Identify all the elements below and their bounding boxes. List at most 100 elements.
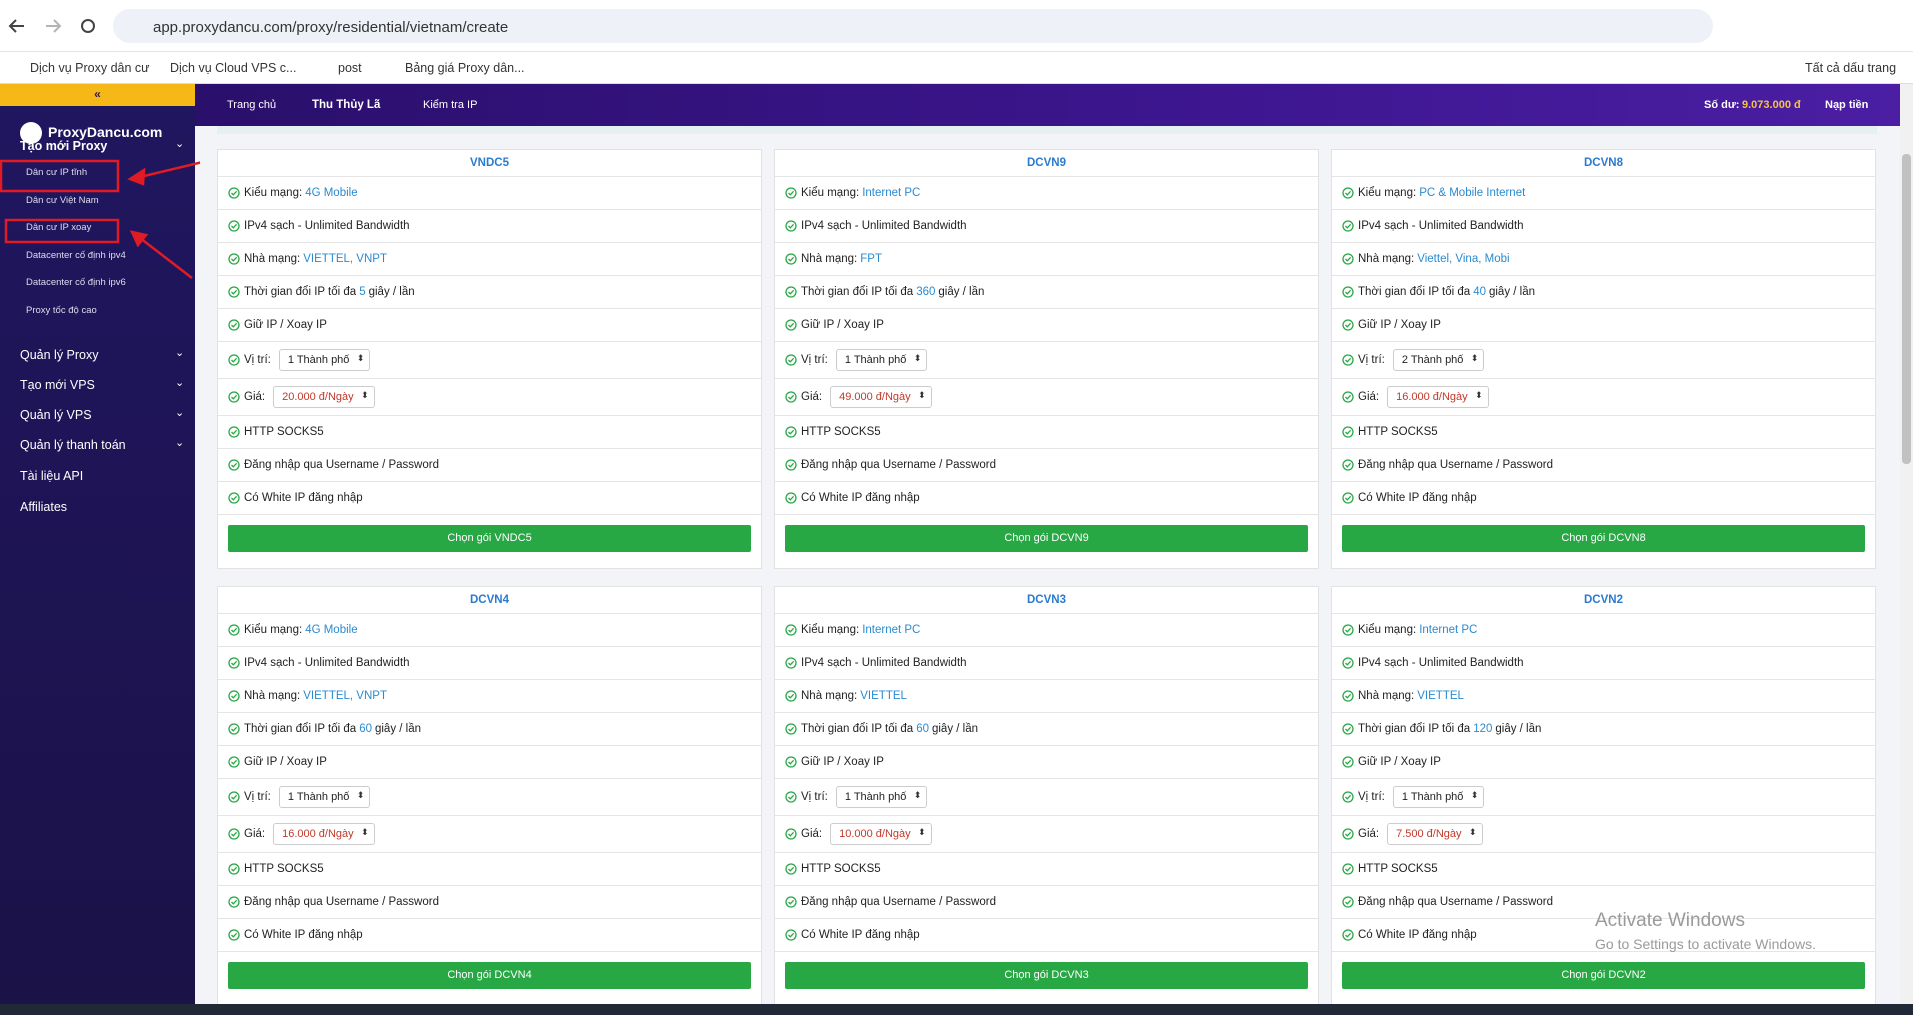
select[interactable]: 10.000 đ/Ngày <box>830 823 932 845</box>
feature-row: Giữ IP / Xoay IP <box>775 746 1318 779</box>
feature-row: IPv4 sạch - Unlimited Bandwidth <box>775 210 1318 243</box>
select[interactable]: 1 Thành phố <box>278 786 371 808</box>
check-icon <box>228 863 240 875</box>
check-icon <box>785 624 797 636</box>
topup[interactable]: Nạp tiền <box>1825 99 1869 111</box>
select[interactable]: 2 Thành phố <box>1392 349 1485 371</box>
select[interactable]: 1 Thành phố <box>278 349 371 371</box>
feature-text: HTTP SOCKS5 <box>801 863 881 875</box>
feature-text: Đăng nhập qua Username / Password <box>244 459 439 471</box>
plan-title: DCVN3 <box>775 587 1318 614</box>
menu-item[interactable]: Affiliates <box>20 500 68 514</box>
value: PC & Mobile Internet <box>1419 187 1526 199</box>
check-icon <box>785 319 797 331</box>
check-icon <box>228 426 240 438</box>
submenu-item[interactable]: Proxy tốc độ cao <box>26 304 97 316</box>
select-plan-button[interactable]: Chọn gói VNDC5 <box>228 525 751 552</box>
check-icon <box>1342 863 1354 875</box>
label: Kiểu mạng: <box>1358 624 1417 636</box>
bookmark[interactable]: Bảng giá Proxy dân... <box>405 61 525 75</box>
label: Giá: <box>1358 391 1380 403</box>
menu-item[interactable]: Tài liệu API <box>20 469 84 483</box>
feature-row: HTTP SOCKS5 <box>775 853 1318 886</box>
select[interactable]: 16.000 đ/Ngày <box>1387 386 1489 408</box>
submenu-item[interactable]: Dân cư Việt Nam <box>26 194 99 206</box>
select[interactable]: 1 Thành phố <box>835 349 928 371</box>
chevron: ⌄ <box>175 407 185 419</box>
feature-text: Có White IP đăng nhập <box>244 492 363 504</box>
seconds: 5 <box>359 286 366 298</box>
select-plan-button[interactable]: Chọn gói DCVN8 <box>1342 525 1865 552</box>
feature-text: HTTP SOCKS5 <box>244 426 324 438</box>
nav-user[interactable]: Thu Thủy Lã <box>312 99 381 111</box>
select-plan-button[interactable]: Chọn gói DCVN2 <box>1342 962 1865 989</box>
check-icon <box>1342 690 1354 702</box>
select[interactable]: 1 Thành phố <box>1392 786 1485 808</box>
check-icon <box>785 286 797 298</box>
submenu-item[interactable]: Datacenter cố định ipv6 <box>26 277 126 288</box>
menu-item[interactable]: Tạo mới VPS <box>20 378 95 392</box>
menu-item[interactable]: Quản lý thanh toán <box>20 438 126 452</box>
feature-text: Có White IP đăng nhập <box>801 492 920 504</box>
select[interactable]: 16.000 đ/Ngày <box>273 823 375 845</box>
check-icon <box>1342 896 1354 908</box>
address-bar[interactable]: app.proxydancu.com/proxy/residential/vie… <box>113 9 1713 43</box>
annotations <box>0 159 200 279</box>
select[interactable]: 20.000 đ/Ngày <box>273 386 375 408</box>
plan-card: VNDC5 Kiểu mạng: 4G Mobile IPv4 sạch - Unli… <box>217 149 762 569</box>
value: VIETTEL <box>1417 690 1464 702</box>
check-icon <box>785 756 797 768</box>
check-icon <box>228 391 240 403</box>
feature-row: Thời gian đổi IP tối đa 40 giây / lần <box>1332 276 1875 309</box>
label: Nhà mạng: <box>244 690 301 702</box>
feature-text: IPv4 sạch - Unlimited Bandwidth <box>244 657 410 669</box>
feature-text: IPv4 sạch - Unlimited Bandwidth <box>1358 220 1524 232</box>
menu-item[interactable]: Quản lý Proxy <box>20 348 99 362</box>
submenu-item[interactable]: Dân cư IP xoay <box>26 222 92 233</box>
bookmark[interactable]: post <box>338 61 362 75</box>
value: 4G Mobile <box>305 187 358 199</box>
nav-home[interactable]: Trang chủ <box>227 99 277 111</box>
select[interactable]: 49.000 đ/Ngày <box>830 386 932 408</box>
collapse-button[interactable]: « <box>0 84 195 106</box>
check-icon <box>785 459 797 471</box>
check-icon <box>228 253 240 265</box>
logo: ProxyDancu.com <box>48 124 163 140</box>
label: giây / lần <box>374 723 422 735</box>
bookmark[interactable]: Dịch vụ Cloud VPS c... <box>170 61 297 75</box>
feature-text: Giữ IP / Xoay IP <box>801 319 884 331</box>
feature-row: Giữ IP / Xoay IP <box>1332 309 1875 342</box>
balance-label: Số dư: <box>1704 99 1740 111</box>
feature-text: IPv4 sạch - Unlimited Bandwidth <box>1358 657 1524 669</box>
label: Giá: <box>244 828 266 840</box>
select[interactable]: 7.500 đ/Ngày <box>1387 823 1483 845</box>
seconds: 60 <box>916 723 929 735</box>
select[interactable]: 1 Thành phố <box>835 786 928 808</box>
select-plan-button[interactable]: Chọn gói DCVN3 <box>785 962 1308 989</box>
plan-card: DCVN2 Kiểu mạng: Internet PC IPv4 sạch - Un… <box>1331 586 1876 1004</box>
select-plan-button[interactable]: Chọn gói DCVN4 <box>228 962 751 989</box>
label: Nhà mạng: <box>1358 253 1415 265</box>
feature-row: Giữ IP / Xoay IP <box>218 746 761 779</box>
feature-text: HTTP SOCKS5 <box>801 426 881 438</box>
nav-check-ip[interactable]: Kiểm tra IP <box>423 99 478 111</box>
select-plan-button[interactable]: Chọn gói DCVN9 <box>785 525 1308 552</box>
label: Giá: <box>801 828 823 840</box>
bookmark[interactable]: Dịch vụ Proxy dân cư <box>30 61 150 75</box>
all-bookmarks[interactable]: Tất cả dấu trang <box>1805 61 1897 75</box>
feature-text: Đăng nhập qua Username / Password <box>1358 459 1553 471</box>
feature-row: Đăng nhập qua Username / Password <box>775 449 1318 482</box>
submenu-item[interactable]: Datacenter cố định ipv4 <box>26 249 126 261</box>
menu-item[interactable]: Quản lý VPS <box>20 408 92 422</box>
feature-row: Vị trí: 1 Thành phố <box>218 342 761 379</box>
plan-title: DCVN2 <box>1332 587 1875 614</box>
feature-text: Giữ IP / Xoay IP <box>244 756 327 768</box>
feature-row: Có White IP đăng nhập <box>775 482 1318 515</box>
sidebar: « ProxyDancu.com Tạo mới Proxy ⌄ Dân cư IP… <box>0 84 195 1004</box>
menu-item[interactable]: Tạo mới Proxy <box>20 139 108 153</box>
check-icon <box>785 354 797 366</box>
label: Thời gian đổi IP tối đa <box>244 723 357 735</box>
chevron: ⌄ <box>175 138 185 150</box>
submenu-item[interactable]: Dân cư IP tĩnh <box>26 167 88 178</box>
